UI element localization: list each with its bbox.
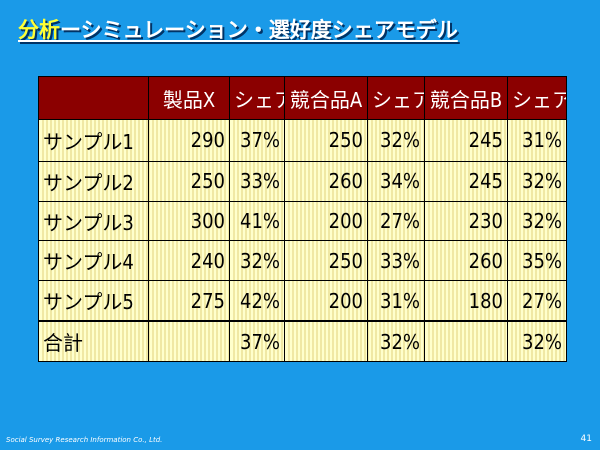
cell-competitor-a: 200 — [284, 200, 368, 242]
cell-competitor-b: 180 — [424, 280, 508, 322]
cell-product-x — [148, 320, 230, 363]
cell-competitor-b: 245 — [424, 119, 508, 162]
cell-share-a: 33% — [367, 240, 425, 282]
cell-share-a: 27% — [367, 200, 425, 242]
cell-competitor-b — [424, 320, 508, 363]
cell-share-x: 42% — [229, 280, 285, 322]
cell-share-b: 32% — [507, 200, 567, 242]
simulation-table: 製品X シェア 競合品A シェア 競合品B シェア サンプル1 290 37% … — [38, 76, 567, 363]
page-number: 41 — [580, 434, 592, 444]
header-competitor-a: 競合品A — [284, 76, 368, 120]
cell-product-x: 290 — [148, 119, 230, 162]
header-share-a: シェア — [367, 76, 425, 120]
cell-competitor-a: 200 — [284, 280, 368, 322]
cell-share-x: 37% — [229, 119, 285, 162]
cell-product-x: 240 — [148, 240, 230, 282]
header-share-x: シェア — [229, 76, 285, 120]
row-label: サンプル5 — [38, 280, 149, 322]
title-rest: ーシミュレーション・選好度シェアモデル — [60, 18, 458, 42]
cell-competitor-b: 245 — [424, 160, 508, 202]
cell-share-x: 37% — [229, 320, 285, 363]
cell-share-b: 27% — [507, 280, 567, 322]
cell-product-x: 275 — [148, 280, 230, 322]
cell-product-x: 300 — [148, 200, 230, 242]
row-label: サンプル1 — [38, 119, 149, 162]
cell-competitor-a: 250 — [284, 119, 368, 162]
cell-share-b: 32% — [507, 160, 567, 202]
table-row: サンプル5 275 42% 200 31% 180 27% — [38, 280, 567, 322]
cell-competitor-a: 260 — [284, 160, 368, 202]
cell-competitor-b: 260 — [424, 240, 508, 282]
cell-share-b: 31% — [507, 119, 567, 162]
row-label: サンプル4 — [38, 240, 149, 282]
header-corner — [38, 76, 149, 120]
cell-share-x: 32% — [229, 240, 285, 282]
cell-competitor-a — [284, 320, 368, 363]
row-label: サンプル3 — [38, 200, 149, 242]
table-row: サンプル2 250 33% 260 34% 245 32% — [38, 160, 567, 202]
total-label: 合計 — [38, 320, 149, 363]
header-competitor-b: 競合品B — [424, 76, 508, 120]
cell-product-x: 250 — [148, 160, 230, 202]
cell-competitor-b: 230 — [424, 200, 508, 242]
cell-share-a: 32% — [367, 320, 425, 363]
cell-share-a: 32% — [367, 119, 425, 162]
cell-share-x: 41% — [229, 200, 285, 242]
cell-share-b: 35% — [507, 240, 567, 282]
table-row: サンプル1 290 37% 250 32% 245 31% — [38, 119, 567, 162]
table-row: サンプル3 300 41% 200 27% 230 32% — [38, 200, 567, 242]
header-share-b: シェア — [507, 76, 567, 120]
row-label: サンプル2 — [38, 160, 149, 202]
cell-share-a: 31% — [367, 280, 425, 322]
header-product-x: 製品X — [148, 76, 230, 120]
table-total-row: 合計 37% 32% 32% — [38, 320, 567, 363]
cell-competitor-a: 250 — [284, 240, 368, 282]
cell-share-x: 33% — [229, 160, 285, 202]
footer-company: Social Survey Research Information Co., … — [6, 436, 163, 444]
slide-title: 分析ーシミュレーション・選好度シェアモデル — [18, 14, 458, 44]
title-accent: 分析 — [18, 18, 60, 42]
table-header-row: 製品X シェア 競合品A シェア 競合品B シェア — [38, 76, 567, 120]
cell-share-b: 32% — [507, 320, 567, 363]
table-row: サンプル4 240 32% 250 33% 260 35% — [38, 240, 567, 282]
cell-share-a: 34% — [367, 160, 425, 202]
